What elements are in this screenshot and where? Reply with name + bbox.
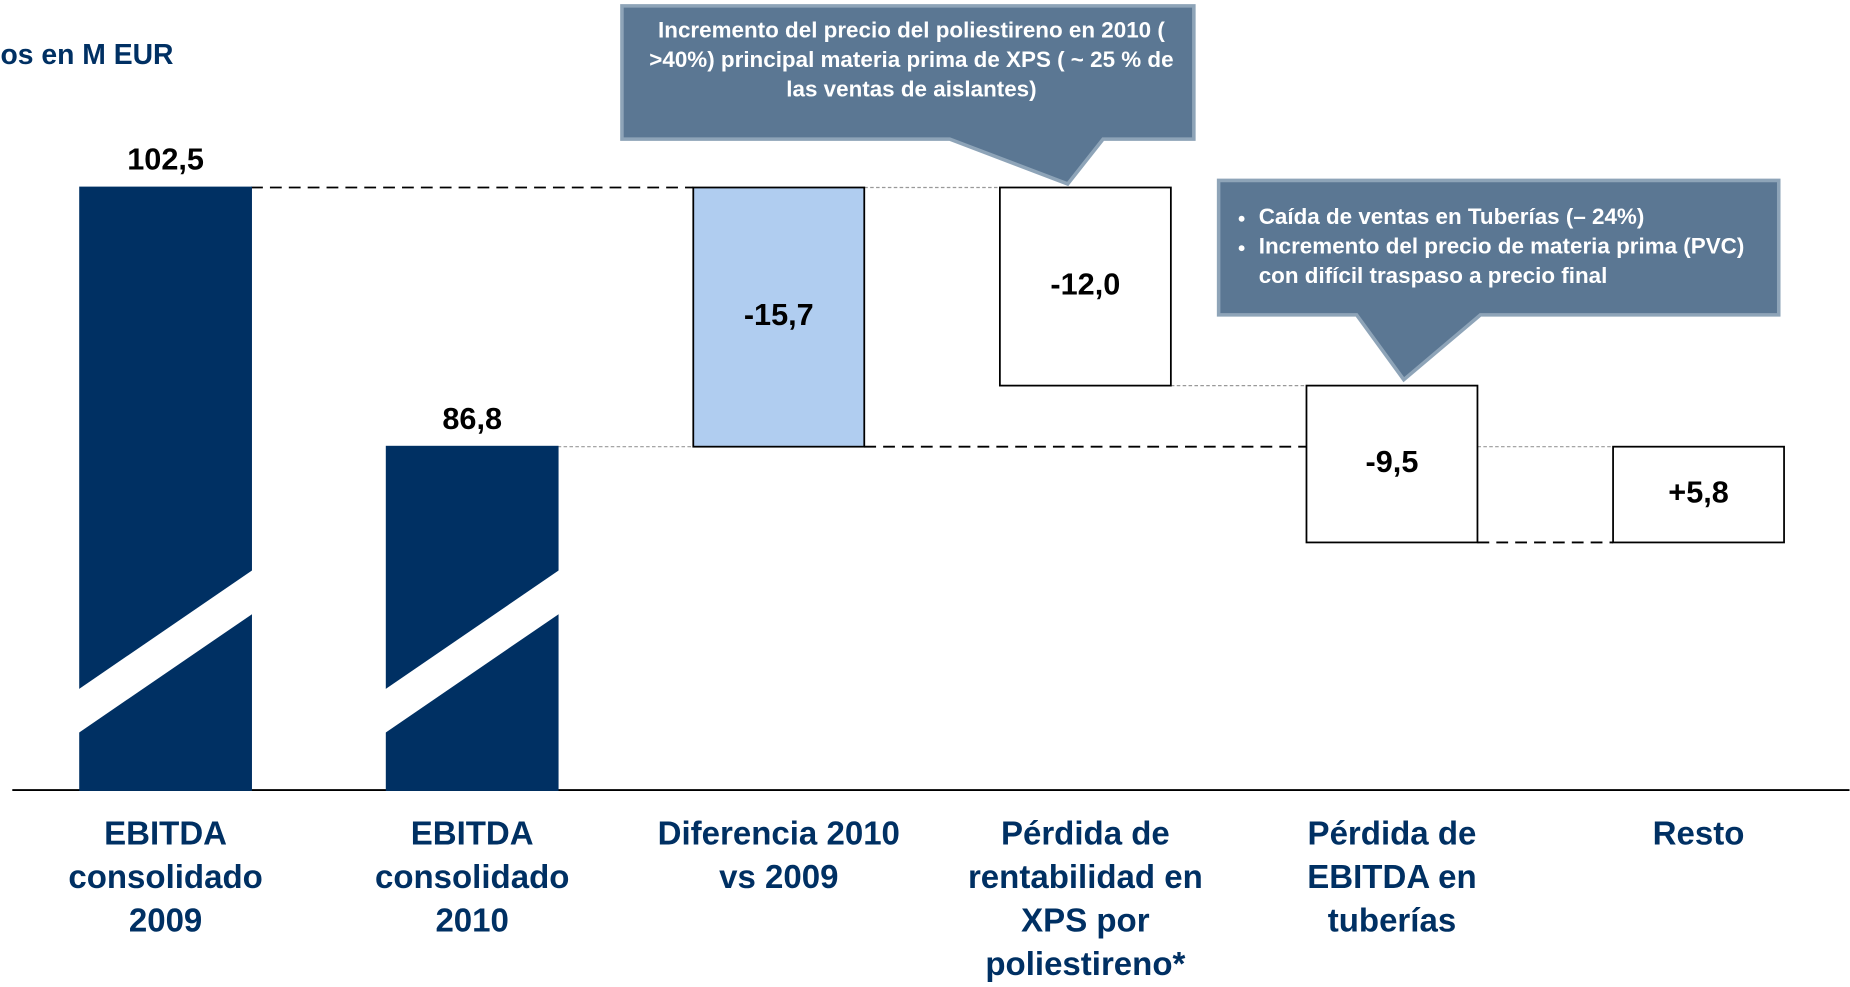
- chart-title: os en M EUR: [0, 38, 173, 70]
- bar: [692, 186, 866, 448]
- x-tick-label: EBITDA consolidado 2009: [68, 814, 263, 939]
- value-label: 86,8: [442, 402, 502, 436]
- x-tick-label: Resto: [1652, 814, 1745, 852]
- x-tick-label: Pérdida de EBITDA en tuberías: [1307, 814, 1477, 939]
- callout-text: Incremento del precio del poliestireno e…: [649, 18, 1174, 103]
- x-tick-label-box: Pérdida de rentabilidad en XPS por polie…: [967, 814, 1203, 983]
- value-label: 102,5: [127, 143, 204, 177]
- bar: [1612, 445, 1785, 544]
- x-tick-label: Diferencia 2010 vs 2009: [657, 814, 900, 896]
- axis-break: [77, 569, 254, 734]
- callout: Incremento del precio del poliestireno e…: [649, 18, 1174, 103]
- bar: [1305, 384, 1479, 544]
- x-tick-label-box: Diferencia 2010 vs 2009: [657, 814, 900, 896]
- callout-list: Caída de ventas en Tuberías (– 24%) Incr…: [1233, 203, 1775, 291]
- callout-text: Caída de ventas en Tuberías (– 24%) Incr…: [1233, 203, 1775, 291]
- x-tick-label-box: Pérdida de EBITDA en tuberías: [1307, 814, 1477, 939]
- x-tick-label-box: EBITDA consolidado 2009: [68, 814, 263, 939]
- x-tick-label-box: Resto: [1652, 814, 1745, 852]
- value-label: -9,5: [1366, 445, 1419, 479]
- callout-box: [1216, 178, 1781, 383]
- callout-box: [620, 4, 1196, 187]
- x-tick-label-box: EBITDA consolidado 2010: [374, 814, 570, 939]
- value-label: +5,8: [1668, 476, 1729, 510]
- axis-break: [384, 569, 561, 734]
- x-tick-label: EBITDA consolidado 2010: [374, 814, 570, 939]
- value-label: -15,7: [744, 298, 814, 332]
- x-tick-label: Pérdida de rentabilidad en XPS por polie…: [967, 814, 1203, 983]
- callout-item: Caída de ventas en Tuberías (– 24%): [1259, 203, 1775, 232]
- value-label: -12,0: [1050, 268, 1120, 302]
- callout: Caída de ventas en Tuberías (– 24%) Incr…: [1233, 203, 1775, 309]
- bar: [998, 186, 1172, 387]
- callout-item: Incremento del precio de materia prima (…: [1259, 232, 1775, 291]
